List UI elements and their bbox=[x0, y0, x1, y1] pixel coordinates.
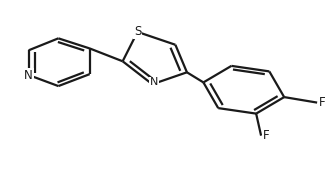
Text: N: N bbox=[150, 77, 158, 87]
Text: F: F bbox=[319, 96, 325, 109]
Text: S: S bbox=[134, 25, 141, 38]
Text: N: N bbox=[24, 69, 33, 82]
Text: F: F bbox=[263, 129, 269, 142]
